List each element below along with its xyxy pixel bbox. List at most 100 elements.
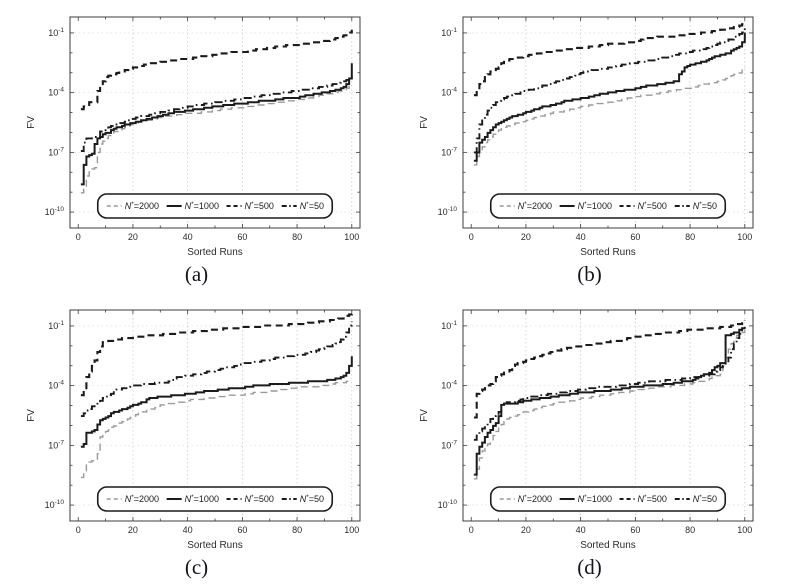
y-tick-label: 10-7 (441, 439, 457, 450)
subplot-a-caption: (a) (184, 262, 209, 286)
x-tick-label: 40 (576, 525, 586, 535)
legend-label-2000: N*=2000 (518, 494, 552, 504)
subplot-b-caption: (b) (577, 262, 602, 286)
series-line-50 (473, 326, 746, 441)
x-tick-label: 40 (576, 232, 586, 242)
legend-box (96, 486, 334, 512)
series-line-500 (80, 311, 353, 397)
series-line-1000 (80, 356, 353, 448)
x-tick-label: 0 (76, 525, 81, 535)
x-tick-label: 80 (292, 525, 302, 535)
chart-canvas-c: 0 20 40 60 80 100 10-1 10-4 10-7 10-10 Sorted Runs… (0, 293, 393, 551)
x-tick-label: 60 (237, 232, 247, 242)
plot-background (393, 0, 786, 258)
x-tick-label: 100 (737, 232, 752, 242)
y-tick-label: 10-10 (45, 499, 65, 510)
legend-box (96, 193, 334, 219)
x-tick-label: 60 (630, 525, 640, 535)
legend-box (489, 193, 727, 219)
plot-background (393, 293, 786, 551)
legend-label-1000: N*=1000 (578, 201, 612, 211)
subplot-a: 0 20 40 60 80 100 10-1 10-4 10-7 10-10 Sorted Runs… (0, 0, 393, 293)
y-tick-label: 10-10 (438, 206, 458, 217)
x-tick-label: 100 (737, 525, 752, 535)
series-line-500 (473, 320, 746, 419)
series-line-500 (473, 21, 746, 97)
x-axis-label: Sorted Runs (580, 540, 636, 551)
subplot-c: 0 20 40 60 80 100 10-1 10-4 10-7 10-10 Sorted Runs… (0, 293, 393, 586)
y-tick-label: 10-10 (438, 499, 458, 510)
legend-label-500: N*=500 (245, 201, 274, 211)
y-tick-label: 10-1 (48, 320, 64, 331)
series-line-50 (473, 28, 746, 154)
legend-label-2000: N*=2000 (125, 494, 159, 504)
series-line-2000 (80, 380, 352, 479)
x-tick-label: 60 (237, 525, 247, 535)
y-tick-label: 10-1 (441, 27, 457, 38)
y-axis-label: FV (419, 409, 430, 422)
subplot-c-caption: (c) (184, 555, 209, 579)
legend-label-500: N*=500 (638, 201, 667, 211)
series-line-1000 (473, 327, 745, 476)
x-tick-label: 20 (128, 525, 138, 535)
series-line-2000 (473, 329, 746, 480)
y-tick-label: 10-7 (48, 439, 64, 450)
chart-canvas-d: 0 20 40 60 80 100 10-1 10-4 10-7 10-10 Sorted Runs… (393, 293, 786, 551)
subplot-d-caption: (d) (577, 555, 602, 579)
chart-canvas-a: 0 20 40 60 80 100 10-1 10-4 10-7 10-10 Sorted Runs… (0, 0, 393, 258)
plot-background (0, 293, 393, 551)
y-axis-label: FV (26, 409, 37, 422)
x-tick-label: 0 (469, 525, 474, 535)
y-tick-label: 10-7 (48, 146, 64, 157)
legend-label-50: N*=50 (300, 201, 324, 211)
series-line-1000 (80, 63, 353, 186)
y-tick-label: 10-4 (48, 87, 64, 98)
legend-label-50: N*=50 (693, 201, 717, 211)
y-tick-label: 10-4 (441, 380, 457, 391)
y-tick-label: 10-7 (441, 146, 457, 157)
legend-label-50: N*=50 (693, 494, 717, 504)
legend-label-1000: N*=1000 (185, 494, 219, 504)
y-tick-label: 10-1 (48, 27, 64, 38)
legend-label-1000: N*=1000 (578, 494, 612, 504)
series-line-2000 (473, 67, 746, 166)
series-line-1000 (473, 32, 746, 162)
legend-label-1000: N*=1000 (185, 201, 219, 211)
x-tick-label: 20 (521, 525, 531, 535)
y-axis-label: FV (419, 116, 430, 129)
x-tick-label: 40 (183, 525, 193, 535)
series-line-500 (80, 29, 353, 111)
y-tick-label: 10-4 (48, 380, 64, 391)
x-tick-label: 60 (630, 232, 640, 242)
x-tick-label: 20 (128, 232, 138, 242)
x-axis-label: Sorted Runs (580, 247, 636, 258)
legend-label-500: N*=500 (245, 494, 274, 504)
x-tick-label: 100 (344, 525, 359, 535)
legend-label-2000: N*=2000 (125, 201, 159, 211)
series-line-50 (80, 321, 353, 418)
subplot-d: 0 20 40 60 80 100 10-1 10-4 10-7 10-10 Sorted Runs… (393, 293, 786, 586)
chart-canvas-b: 0 20 40 60 80 100 10-1 10-4 10-7 10-10 Sorted Runs… (393, 0, 786, 258)
y-axis-label: FV (26, 116, 37, 129)
x-tick-label: 40 (183, 232, 193, 242)
legend-label-50: N*=50 (300, 494, 324, 504)
x-tick-label: 20 (521, 232, 531, 242)
y-tick-label: 10-1 (441, 320, 457, 331)
legend-label-500: N*=500 (638, 494, 667, 504)
x-axis-label: Sorted Runs (187, 540, 243, 551)
x-tick-label: 0 (469, 232, 474, 242)
x-tick-label: 80 (685, 232, 695, 242)
x-axis-label: Sorted Runs (187, 247, 243, 258)
x-tick-label: 80 (292, 232, 302, 242)
x-tick-label: 80 (685, 525, 695, 535)
legend-label-2000: N*=2000 (518, 201, 552, 211)
y-tick-label: 10-10 (45, 206, 65, 217)
legend-box (489, 486, 727, 512)
x-tick-label: 100 (344, 232, 359, 242)
x-tick-label: 0 (76, 232, 81, 242)
series-line-2000 (80, 84, 353, 194)
subplot-b: 0 20 40 60 80 100 10-1 10-4 10-7 10-10 Sorted Runs… (393, 0, 786, 293)
y-tick-label: 10-4 (441, 87, 457, 98)
